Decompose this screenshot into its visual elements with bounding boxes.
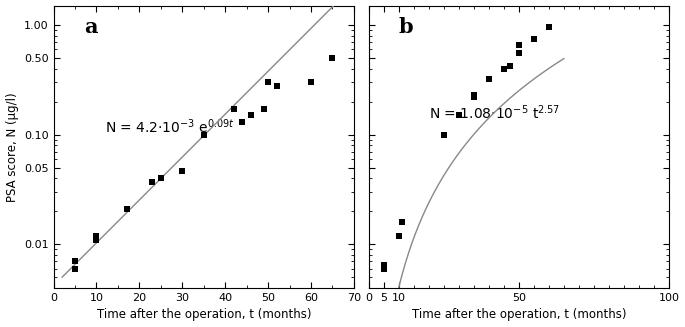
X-axis label: Time after the operation, t (months): Time after the operation, t (months) <box>412 308 626 321</box>
Y-axis label: PSA score, N (μg/l): PSA score, N (μg/l) <box>5 92 18 202</box>
Text: b: b <box>399 17 413 37</box>
Text: N = 4.2$\cdot$10$^{-3}$ e$^{0.09t}$: N = 4.2$\cdot$10$^{-3}$ e$^{0.09t}$ <box>105 118 234 136</box>
X-axis label: Time after the operation, t (months): Time after the operation, t (months) <box>97 308 311 321</box>
Text: N = 1.08$\cdot$10$^{-5}$ t$^{2.57}$: N = 1.08$\cdot$10$^{-5}$ t$^{2.57}$ <box>429 104 560 122</box>
Text: a: a <box>84 17 97 37</box>
